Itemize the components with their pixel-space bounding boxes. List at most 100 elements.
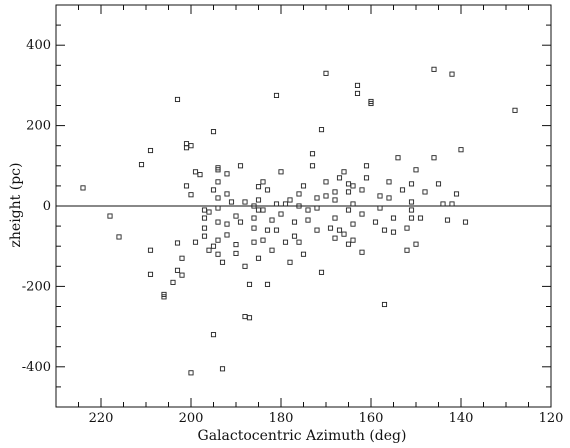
data-point <box>341 169 347 175</box>
data-point <box>201 233 208 239</box>
data-point <box>179 272 185 278</box>
data-point <box>233 213 239 219</box>
data-point <box>215 237 221 243</box>
y-tick-label: -400 <box>22 360 51 375</box>
data-point <box>345 189 352 195</box>
data-point <box>462 219 469 225</box>
x-axis-label: Galactocentric Azimuth (deg) <box>198 428 407 444</box>
data-point <box>278 169 284 175</box>
data-point <box>179 255 185 261</box>
data-point <box>309 163 316 169</box>
data-point <box>287 197 293 203</box>
data-point <box>255 207 262 213</box>
data-point <box>138 162 145 168</box>
data-point <box>350 183 356 189</box>
data-point <box>305 207 311 213</box>
data-point <box>192 169 199 175</box>
data-point <box>300 183 307 189</box>
data-point <box>332 197 338 203</box>
data-point <box>183 183 190 189</box>
data-point <box>381 301 388 308</box>
data-point <box>372 219 379 225</box>
data-point <box>260 207 266 213</box>
data-point <box>269 247 275 253</box>
data-point <box>215 195 221 201</box>
data-point <box>147 247 154 253</box>
data-point <box>246 281 253 287</box>
plot-area: 220 200 180 160 140 120 400 200 0 -200 -400 <box>22 4 563 426</box>
data-point <box>386 179 392 185</box>
data-point <box>318 269 325 275</box>
data-point <box>363 175 370 181</box>
data-point <box>444 217 451 223</box>
data-point <box>309 151 316 157</box>
data-point <box>273 92 280 98</box>
data-point <box>107 213 113 219</box>
data-point <box>255 197 262 203</box>
data-point <box>314 195 320 201</box>
data-point <box>206 209 212 215</box>
data-point <box>354 82 361 88</box>
data-point <box>332 215 338 221</box>
data-point <box>390 215 397 221</box>
data-point <box>453 191 460 197</box>
data-point <box>147 147 154 154</box>
data-point <box>422 189 428 195</box>
data-point <box>273 227 280 233</box>
data-point <box>323 70 329 76</box>
data-point <box>440 201 446 207</box>
data-point <box>264 281 271 287</box>
data-point <box>215 251 221 257</box>
data-point <box>345 207 352 213</box>
data-point <box>242 199 248 205</box>
data-point <box>188 192 194 198</box>
data-point <box>183 141 190 147</box>
data-point <box>210 187 217 193</box>
data-point <box>188 143 194 149</box>
data-point <box>314 227 320 233</box>
y-tick-label: 0 <box>43 199 51 214</box>
data-point <box>368 100 374 107</box>
data-point <box>174 240 181 246</box>
y-tick-label: 200 <box>26 119 51 134</box>
data-point <box>408 181 415 187</box>
data-point <box>255 184 262 190</box>
data-point <box>206 247 212 253</box>
data-point <box>296 191 302 197</box>
data-point <box>260 237 266 243</box>
data-point <box>224 221 230 227</box>
data-point <box>318 127 325 133</box>
data-point <box>417 215 424 221</box>
data-point <box>291 219 298 225</box>
data-point <box>264 187 271 193</box>
data-point <box>431 66 437 72</box>
data-point <box>269 217 275 223</box>
data-point <box>359 187 365 193</box>
data-point <box>170 279 176 285</box>
data-point <box>233 250 239 256</box>
y-tick-label: 400 <box>26 38 51 53</box>
data-point <box>345 181 352 187</box>
data-point <box>431 155 437 161</box>
y-tick-label: -200 <box>22 279 51 294</box>
data-point <box>377 193 383 199</box>
data-point <box>296 239 302 245</box>
y-axis-label: zheight (pc) <box>8 163 24 248</box>
data-point <box>336 227 343 233</box>
data-point <box>332 189 338 195</box>
data-point <box>323 193 329 199</box>
data-point <box>296 203 302 209</box>
data-point <box>188 370 194 376</box>
data-point <box>390 229 397 235</box>
data-point <box>251 203 257 209</box>
data-point <box>233 242 239 248</box>
x-tick-label: 220 <box>89 411 114 426</box>
data-point <box>282 239 289 245</box>
data-point <box>512 107 518 113</box>
data-point <box>458 147 464 153</box>
data-point <box>399 187 406 193</box>
data-point <box>237 219 244 225</box>
data-point <box>251 239 257 245</box>
data-point <box>413 241 419 247</box>
data-point <box>287 259 293 265</box>
